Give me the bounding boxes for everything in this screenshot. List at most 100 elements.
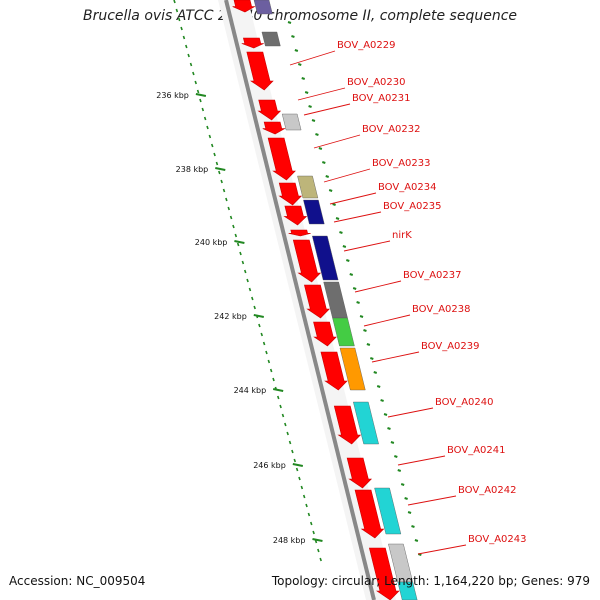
ring-dot bbox=[311, 119, 316, 122]
scale-dot bbox=[218, 170, 221, 175]
ring-dot bbox=[383, 413, 388, 416]
scale-dot bbox=[206, 125, 209, 130]
label-leader-line bbox=[333, 211, 382, 223]
ring-dot bbox=[349, 273, 354, 276]
label-leader-line bbox=[297, 87, 346, 101]
label-leader-line bbox=[417, 544, 467, 555]
kbp-tick bbox=[292, 463, 304, 467]
forward-gene-arrow bbox=[278, 182, 303, 206]
label-leader-line bbox=[323, 168, 371, 183]
ring-dot bbox=[339, 231, 343, 234]
label-leader-line bbox=[387, 407, 434, 418]
scale-dot bbox=[213, 152, 216, 157]
scale-dot bbox=[246, 278, 249, 283]
scale-dot bbox=[267, 359, 271, 364]
backbone-line bbox=[224, 0, 376, 600]
kbp-tick-label: 248 kbp bbox=[273, 536, 306, 545]
kbp-tick-label: 242 kbp bbox=[214, 312, 247, 321]
gene-label: BOV_A0234 bbox=[378, 182, 437, 193]
ring-dot bbox=[294, 49, 299, 52]
scale-dot bbox=[272, 377, 275, 382]
cog-block bbox=[339, 347, 366, 391]
map-title: Brucella ovis ATCC 25840 chromosome II, … bbox=[82, 8, 518, 24]
gene-label: BOV_A0243 bbox=[468, 534, 527, 545]
cog-block bbox=[297, 175, 319, 199]
scale-dot bbox=[302, 494, 306, 499]
scale-dot bbox=[295, 467, 299, 472]
gene-label: BOV_A0241 bbox=[447, 445, 506, 456]
scale-dot bbox=[286, 431, 289, 436]
scale-dot bbox=[199, 98, 202, 103]
kbp-tick bbox=[253, 314, 264, 318]
label-leader-line bbox=[363, 314, 411, 327]
scale-dot bbox=[177, 17, 181, 22]
gene-label: BOV_A0237 bbox=[403, 270, 462, 281]
scale-dot bbox=[180, 26, 183, 31]
scale-dot bbox=[236, 242, 240, 247]
scale-dot bbox=[225, 197, 228, 202]
cog-block bbox=[261, 31, 281, 47]
label-leader-line bbox=[407, 495, 457, 506]
forward-gene-arrow bbox=[304, 284, 331, 319]
forward-gene-arrow bbox=[354, 489, 385, 539]
scale-dot bbox=[239, 251, 242, 256]
scale-dot bbox=[291, 449, 294, 454]
forward-gene-arrow bbox=[368, 547, 400, 600]
forward-gene-arrow bbox=[320, 351, 348, 391]
scale-dot bbox=[281, 413, 285, 418]
gene-label: BOV_A0242 bbox=[458, 485, 517, 496]
gene-label: BOV_A0231 bbox=[352, 93, 411, 104]
ring-dot bbox=[304, 91, 309, 94]
scale-dot bbox=[276, 395, 280, 400]
label-leader-line bbox=[313, 134, 361, 149]
forward-gene-arrow bbox=[292, 239, 322, 283]
ring-dot bbox=[315, 133, 319, 136]
scale-dot bbox=[208, 134, 212, 139]
scale-dot bbox=[229, 215, 233, 220]
ring-dot bbox=[363, 329, 367, 332]
scale-dot bbox=[262, 341, 266, 346]
scale-dot bbox=[189, 62, 193, 67]
scale-dot bbox=[307, 512, 311, 517]
forward-gene-arrow bbox=[232, 0, 256, 13]
scale-dot bbox=[293, 458, 297, 463]
forward-gene-arrow bbox=[257, 99, 282, 121]
kbp-tick-label: 238 kbp bbox=[176, 165, 209, 174]
scale-dot bbox=[182, 35, 186, 40]
scale-dot bbox=[260, 332, 264, 337]
scale-dot bbox=[201, 107, 205, 112]
scale-dot bbox=[187, 53, 190, 58]
ring-dot bbox=[352, 287, 357, 290]
summary-text: Topology: circular; Length: 1,164,220 bp… bbox=[271, 574, 590, 588]
ring-dot bbox=[376, 385, 381, 388]
forward-gene-arrow bbox=[288, 229, 311, 237]
ring-dot bbox=[394, 455, 398, 458]
scale-dot bbox=[251, 296, 254, 301]
cog-block bbox=[303, 199, 325, 225]
ring-dot bbox=[328, 189, 333, 192]
label-leader-line bbox=[303, 103, 351, 116]
forward-gene-arrow bbox=[333, 405, 362, 445]
ring-dot bbox=[359, 315, 364, 318]
scale-dot bbox=[300, 485, 304, 490]
gene-label: nirK bbox=[392, 230, 412, 241]
ring-dot bbox=[342, 245, 347, 248]
scale-dot bbox=[305, 503, 308, 508]
label-leader-line bbox=[371, 351, 420, 363]
scale-dot bbox=[220, 179, 223, 184]
ring-dot bbox=[332, 203, 336, 206]
scale-dot bbox=[253, 305, 256, 310]
scale-dot bbox=[279, 404, 282, 409]
scale-dot bbox=[173, 0, 176, 4]
kbp-tick bbox=[215, 167, 226, 171]
forward-gene-arrow bbox=[241, 37, 264, 49]
scale-dot bbox=[203, 116, 207, 121]
ring-dot bbox=[356, 301, 360, 304]
gene-label: BOV_A0233 bbox=[372, 158, 431, 169]
scale-dot bbox=[310, 521, 313, 526]
label-leader-line bbox=[329, 192, 377, 205]
gene-label: BOV_A0230 bbox=[347, 77, 406, 88]
forward-gene-arrow bbox=[313, 321, 337, 347]
